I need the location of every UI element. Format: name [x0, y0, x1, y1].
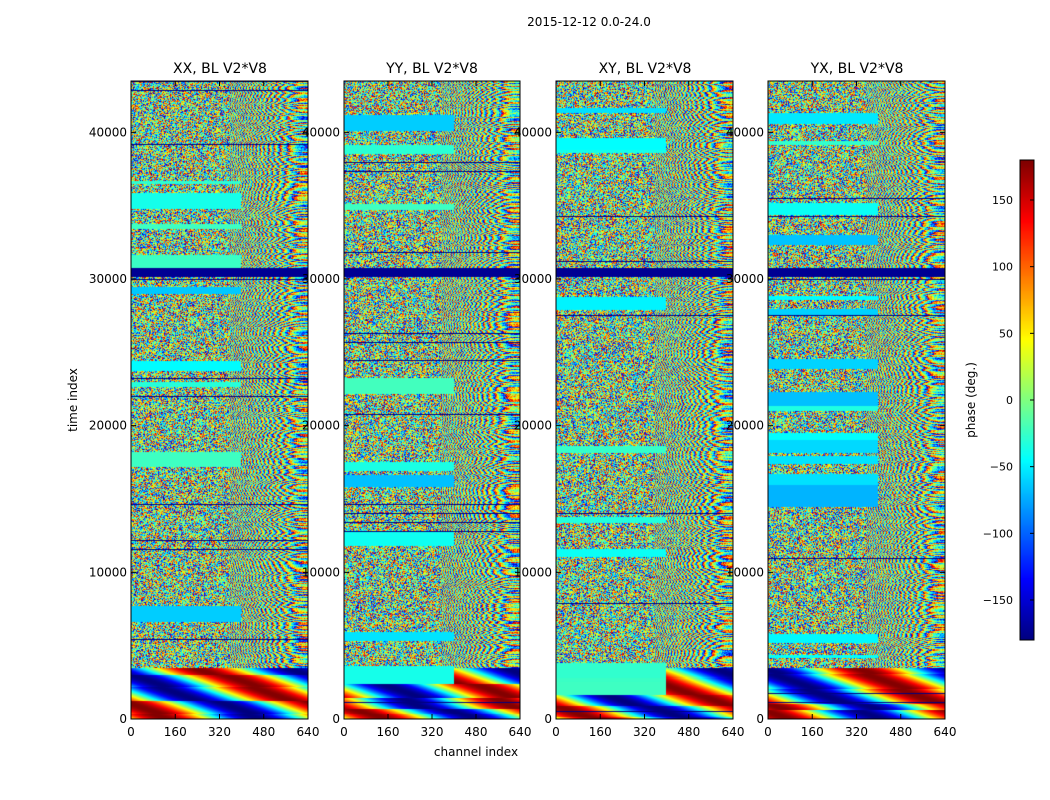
- colorbar-tick-label: 100: [992, 261, 1013, 274]
- heatmap-yx: [768, 81, 945, 719]
- panel-xy: XY, BL V2*V8: [555, 61, 734, 720]
- panel-title-xy: XY, BL V2*V8: [599, 61, 692, 77]
- x-tick-label: 0: [764, 725, 772, 739]
- x-tick-label: 160: [377, 725, 400, 739]
- y-tick-label: 20000: [514, 419, 552, 433]
- panel-xx: XX, BL V2*V8: [130, 61, 309, 720]
- colorbar-label: phase (deg.): [964, 362, 978, 438]
- x-tick-label: 0: [340, 725, 348, 739]
- x-tick-label: 0: [127, 725, 135, 739]
- x-tick-label: 640: [934, 725, 957, 739]
- colorbar-ticks: 150 100 50 0 −50 −100 −150: [983, 194, 1034, 607]
- x-tick-label: 320: [421, 725, 444, 739]
- figure-title: 2015-12-12 0.0-24.0: [527, 15, 651, 29]
- colorbar-tick-label: −50: [990, 461, 1013, 474]
- x-tick-label: 160: [589, 725, 612, 739]
- y-axis-label: time index: [66, 368, 80, 432]
- y-tick-label: 30000: [89, 272, 127, 286]
- y-tick-label: 0: [756, 712, 764, 726]
- x-tick-label: 480: [889, 725, 912, 739]
- x-tick-label: 0: [552, 725, 560, 739]
- y-tick-label: 10000: [726, 565, 764, 579]
- panel-yx: YX, BL V2*V8: [767, 61, 946, 720]
- x-tick-label: 320: [633, 725, 656, 739]
- colorbar-tick-label: 150: [992, 194, 1013, 207]
- x-tick-label: 640: [722, 725, 745, 739]
- panel-title-yy: YY, BL V2*V8: [385, 61, 478, 77]
- heatmap-xx: [131, 81, 308, 719]
- x-tick-label: 640: [297, 725, 320, 739]
- y-tick-label: 10000: [302, 565, 340, 579]
- colorbar-tick-label: −150: [983, 594, 1013, 607]
- y-tick-label: 20000: [726, 419, 764, 433]
- y-tick-label: 10000: [514, 565, 552, 579]
- colorbar-tick-label: 0: [1006, 394, 1013, 407]
- y-tick-label: 30000: [726, 272, 764, 286]
- y-tick-label: 30000: [302, 272, 340, 286]
- y-tick-label: 40000: [726, 125, 764, 139]
- x-axis-label: channel index: [434, 745, 518, 759]
- y-tick-label: 10000: [89, 565, 127, 579]
- panel-title-xx: XX, BL V2*V8: [173, 61, 267, 77]
- x-tick-label: 320: [845, 725, 868, 739]
- x-tick-label: 480: [677, 725, 700, 739]
- x-tick-label: 160: [164, 725, 187, 739]
- colorbar-gradient: [1020, 160, 1034, 640]
- y-tick-label: 0: [544, 712, 552, 726]
- y-tick-label: 30000: [514, 272, 552, 286]
- axis-ticks: 0 160 320 480 640 0 10000 20000 30000 40000 0 160 32…: [89, 81, 957, 739]
- y-tick-label: 40000: [302, 125, 340, 139]
- y-tick-label: 40000: [514, 125, 552, 139]
- y-tick-label: 0: [119, 712, 127, 726]
- panel-title-yx: YX, BL V2*V8: [810, 61, 904, 77]
- y-tick-label: 20000: [302, 419, 340, 433]
- heatmap-yy: [344, 81, 520, 719]
- x-tick-label: 640: [509, 725, 532, 739]
- y-tick-label: 20000: [89, 419, 127, 433]
- panel-yy: YY, BL V2*V8: [343, 61, 521, 720]
- x-tick-label: 480: [465, 725, 488, 739]
- colorbar-tick-label: 50: [999, 327, 1013, 340]
- x-tick-label: 160: [801, 725, 824, 739]
- x-tick-label: 480: [252, 725, 275, 739]
- heatmap-xy: [556, 81, 733, 719]
- x-tick-label: 320: [208, 725, 231, 739]
- y-tick-label: 40000: [89, 125, 127, 139]
- colorbar-tick-label: −100: [983, 527, 1013, 540]
- colorbar: 150 100 50 0 −50 −100 −150 phase (deg.): [964, 159, 1035, 641]
- y-tick-label: 0: [332, 712, 340, 726]
